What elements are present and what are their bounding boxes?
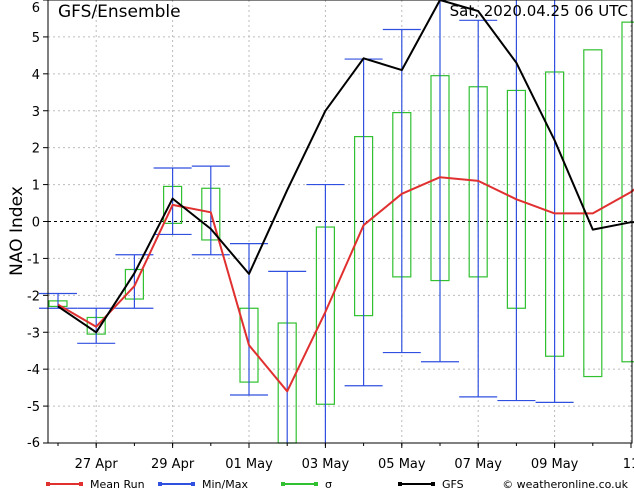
x-tick-label: 05 May (378, 457, 426, 472)
run-label: Sat, 2020.04.25 06 UTC (450, 2, 628, 20)
x-tick-label: 07 May (454, 457, 502, 472)
y-tick-label: -3 (27, 326, 40, 341)
y-tick-label: -1 (27, 252, 40, 267)
minmax-whiskers (39, 0, 574, 443)
x-tick-label: 27 Apr (75, 457, 119, 472)
legend-label: GFS (442, 478, 464, 490)
x-tick-label: 03 May (302, 457, 350, 472)
y-tick-label: -2 (27, 289, 40, 304)
legend-marker (79, 482, 83, 486)
x-tick-label: 09 May (531, 457, 579, 472)
y-tick-label: 1 (32, 179, 40, 194)
legend-marker (191, 482, 195, 486)
y-tick-label: -4 (27, 363, 40, 378)
y-tick-label: 6 (32, 1, 40, 16)
legend-marker (158, 482, 162, 486)
y-tick-label: 4 (32, 68, 40, 83)
y-tick-label: 2 (32, 142, 40, 157)
x-tick-label: 11 (623, 457, 634, 472)
legend-marker (431, 482, 435, 486)
y-tick-label: -5 (27, 400, 40, 415)
series-line-mean-run (57, 176, 634, 393)
series-lines (57, 0, 634, 393)
legend-marker (398, 482, 402, 486)
y-axis: -6 -5 -4 -3 -2 -1 0 1 2 3 4 5 6 (27, 0, 48, 451)
y-tick-label: -6 (27, 436, 40, 451)
legend-marker (314, 482, 318, 486)
legend-label: Min/Max (202, 478, 248, 490)
legend-label: σ (325, 478, 332, 490)
y-tick-label: 3 (32, 105, 40, 120)
x-tick-label: 29 Apr (151, 457, 195, 472)
y-tick-label: 5 (32, 31, 40, 46)
legend-marker (46, 482, 50, 486)
copyright-text: © weatheronline.co.uk (502, 478, 628, 490)
x-tick-label: 01 May (225, 457, 273, 472)
legend-marker (281, 482, 285, 486)
sigma-box (621, 21, 634, 363)
legend-label: Mean Run (90, 478, 145, 490)
y-axis-label: NAO Index (7, 186, 27, 276)
chart-title: GFS/Ensemble (58, 2, 181, 22)
legend: Mean Run Min/Max σ GFS (46, 478, 464, 490)
series-line-gfs (57, 0, 634, 334)
x-axis: 27 Apr 29 Apr 01 May 03 May 05 May 07 May 09 M… (57, 443, 634, 472)
y-tick-label: 0 (32, 216, 40, 231)
